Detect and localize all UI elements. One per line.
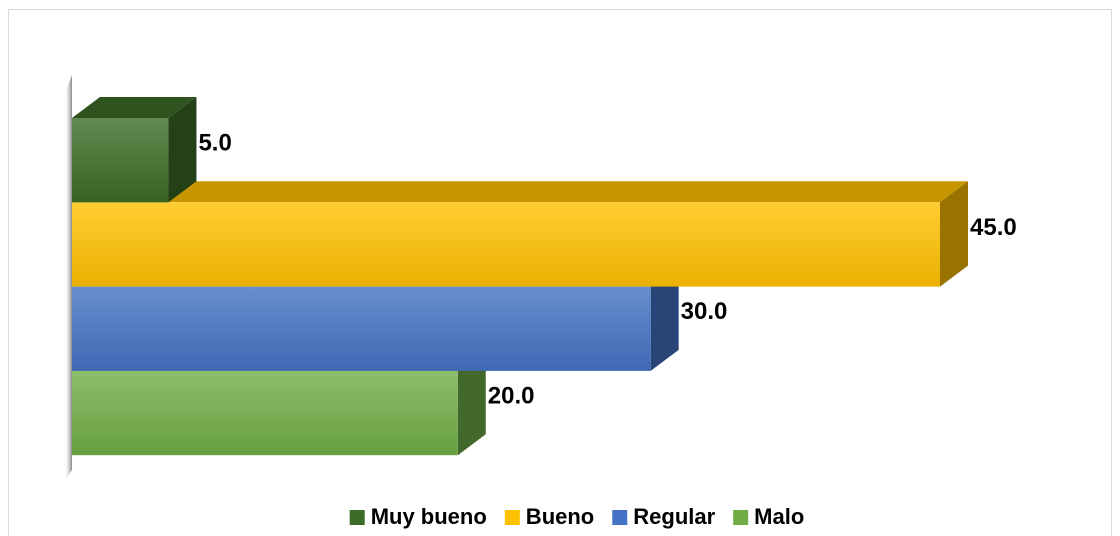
chart-border (8, 9, 1112, 536)
bar (72, 181, 968, 287)
legend-label: Muy bueno (371, 504, 487, 529)
bar-top (72, 181, 968, 203)
bar-front (72, 286, 651, 371)
wall-shadow (64, 75, 72, 482)
legend-label: Bueno (526, 504, 594, 529)
value-label: 30.0 (681, 298, 728, 325)
value-label: 45.0 (970, 214, 1017, 241)
legend-swatch (504, 510, 520, 525)
bar-side (457, 349, 486, 456)
legend-label: Malo (754, 504, 804, 529)
bar (72, 97, 197, 203)
bar-front (72, 202, 940, 287)
legend-swatch (733, 510, 749, 525)
legend-swatch (349, 510, 365, 525)
bar-side (940, 181, 968, 287)
bar-top (72, 97, 197, 118)
legend-swatch (612, 510, 628, 525)
legend-label: Regular (633, 504, 715, 529)
bar-front (72, 118, 169, 203)
legend: Muy bueno Bueno Regular Malo (349, 504, 804, 529)
value-label: 20.0 (488, 382, 535, 409)
bar-side (650, 265, 679, 371)
bar-front (72, 370, 458, 456)
value-label: 5.0 (198, 129, 231, 156)
bar-side (168, 97, 197, 203)
